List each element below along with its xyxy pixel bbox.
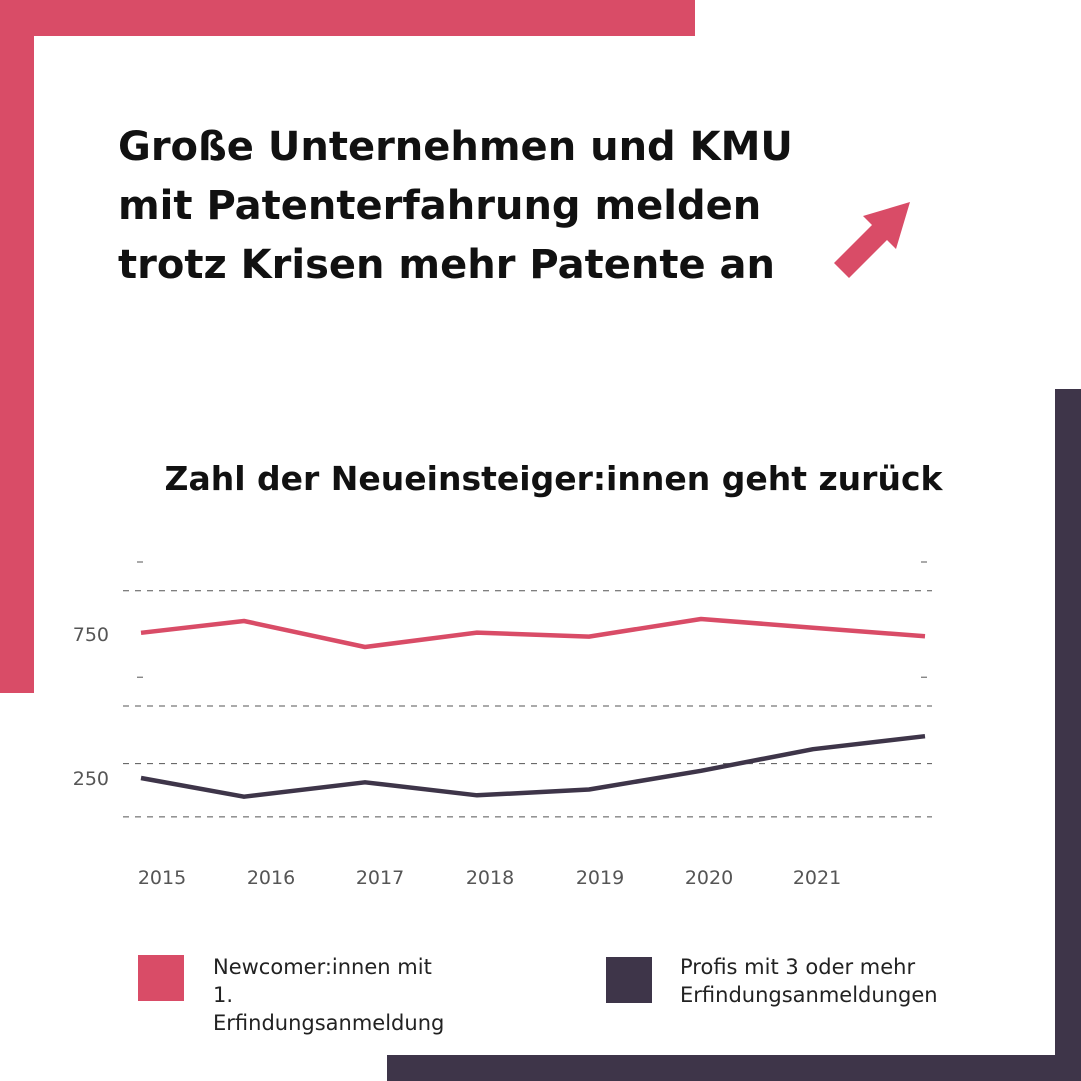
chart-y-ticks: 750 250: [73, 624, 109, 790]
legend-swatch-profis: [606, 957, 652, 1003]
y-tick-label: 250: [73, 768, 109, 790]
frame-accent-top: [0, 0, 695, 36]
chart-x-ticks: 2015 2016 2017 2018 2019 2020 2021: [138, 867, 841, 889]
y-tick-label: 750: [73, 624, 109, 646]
legend-label-newcomer: Newcomer:innen mit 1. Erfindungsanmeldun…: [213, 953, 444, 1037]
frame-dark-bottom: [387, 1055, 1081, 1081]
chart-title: Zahl der Neueinsteiger:innen geht zurück: [0, 455, 1081, 503]
chart-gridlines: [123, 562, 932, 817]
legend-swatch-newcomer: [138, 955, 184, 1001]
legend-label-profis: Profis mit 3 oder mehr Erfindungsanmeldu…: [680, 953, 938, 1009]
series-line-newcomer: [141, 619, 925, 647]
x-tick-label: 2018: [466, 867, 514, 889]
series-line-profis: [141, 736, 925, 797]
x-tick-label: 2020: [685, 867, 733, 889]
line-chart: 750 250 2015 2016 2017 2018 2019 2020 2021: [0, 540, 1081, 900]
x-tick-label: 2019: [576, 867, 624, 889]
x-tick-label: 2016: [247, 867, 295, 889]
x-tick-label: 2021: [793, 867, 841, 889]
arrow-up-right-icon: [832, 198, 914, 280]
x-tick-label: 2017: [356, 867, 404, 889]
headline: Große Unternehmen und KMU mit Patenterfa…: [118, 118, 838, 295]
x-tick-label: 2015: [138, 867, 186, 889]
chart-series: [141, 619, 925, 797]
